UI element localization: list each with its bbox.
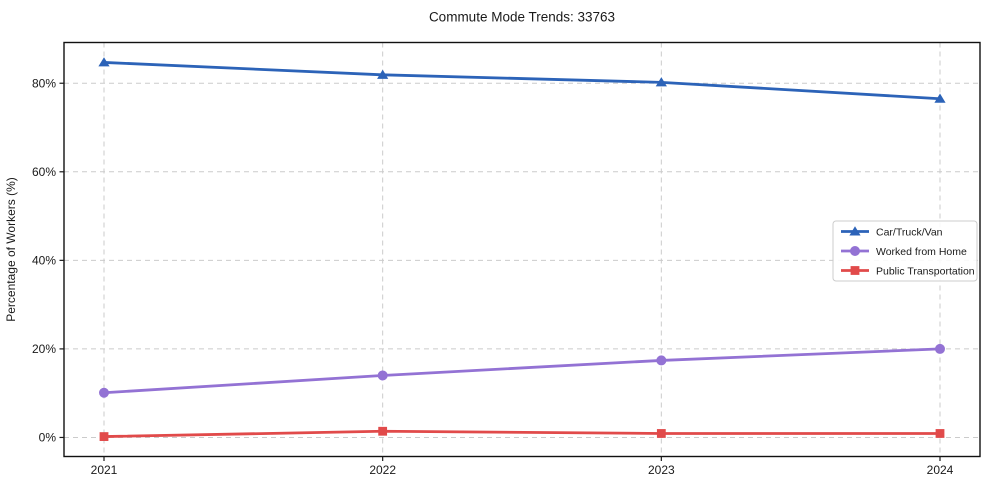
legend-marker-public-transportation (850, 266, 860, 275)
legend-label-car-truck-van: Car/Truck/Van (876, 226, 943, 238)
data-point-car-truck-van (934, 93, 946, 103)
chart-title: Commute Mode Trends: 33763 (429, 10, 615, 25)
data-point-public-transportation (99, 432, 109, 441)
data-point-car-truck-van (655, 77, 667, 87)
series-layer (98, 57, 946, 441)
data-point-car-truck-van (377, 69, 389, 79)
x-tick-label: 2024 (927, 463, 954, 477)
series-line-worked-from-home (102, 347, 942, 395)
y-axis-label: Percentage of Workers (%) (4, 177, 18, 322)
legend-marker-car-truck-van (849, 226, 861, 236)
y-tick-label: 40% (32, 254, 56, 268)
plot-border (63, 41, 981, 458)
y-tick-label: 0% (39, 431, 57, 445)
data-point-worked-from-home (99, 387, 109, 398)
data-point-car-truck-van (98, 57, 110, 67)
y-tick-label: 80% (32, 76, 56, 90)
legend-box (832, 220, 978, 282)
series-line-car-truck-van (102, 61, 942, 101)
data-point-worked-from-home (656, 355, 667, 366)
series-line-public-transportation (102, 429, 942, 438)
y-tick-label: 60% (32, 165, 56, 179)
data-point-worked-from-home (377, 370, 388, 381)
x-tick-label: 2023 (648, 463, 675, 477)
legend-marker-worked-from-home (850, 246, 860, 256)
x-tick-label: 2022 (369, 463, 396, 477)
x-tick-label: 2021 (91, 463, 118, 477)
legend-label-public-transportation: Public Transportation (876, 265, 975, 277)
legend-label-worked-from-home: Worked from Home (876, 246, 967, 258)
data-point-public-transportation (935, 429, 945, 438)
legend: Car/Truck/Van Worked from Home Public Tran… (832, 220, 978, 282)
y-tick-label: 20% (32, 342, 56, 356)
axes-ticks: 0% 20% 40% 60% 80% 2021 2022 2023 2024 (32, 76, 954, 477)
data-point-public-transportation (656, 429, 666, 438)
data-point-worked-from-home (935, 343, 945, 354)
data-point-public-transportation (378, 426, 388, 436)
